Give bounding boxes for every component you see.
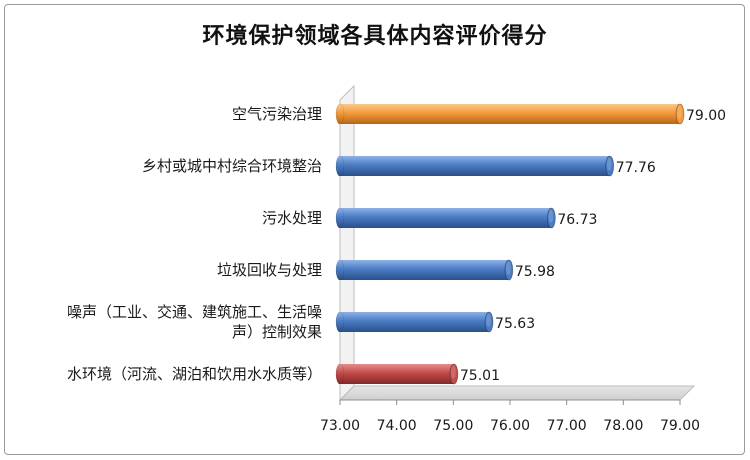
value-label: 75.63 — [495, 316, 535, 332]
category-label: 噪声（工业、交通、建筑施工、生活噪声）控制效果 — [67, 303, 322, 341]
bar — [335, 311, 494, 333]
category-label: 垃圾回收与处理 — [217, 261, 322, 279]
category-label: 污水处理 — [262, 209, 322, 227]
bar — [335, 207, 556, 229]
x-tick-label: 76.00 — [490, 418, 530, 434]
bar — [335, 363, 459, 385]
plot-left-wall — [339, 84, 355, 402]
value-label: 76.73 — [557, 212, 597, 228]
x-tick-label: 78.00 — [603, 418, 643, 434]
x-tick-label: 73.00 — [320, 418, 360, 434]
chart-title: 环境保护领域各具体内容评价得分 — [202, 23, 548, 49]
category-label: 乡村或城中村综合环境整治 — [142, 157, 322, 175]
x-tick-label: 79.00 — [660, 418, 700, 434]
category-label: 水环境（河流、湖泊和饮用水水质等） — [67, 365, 322, 383]
value-label: 79.00 — [686, 108, 726, 124]
plot-floor — [338, 385, 696, 401]
value-label: 75.98 — [515, 264, 555, 280]
x-tick-label: 77.00 — [547, 418, 587, 434]
category-label: 空气污染治理 — [232, 105, 322, 123]
bar — [335, 103, 685, 125]
bar — [335, 259, 514, 281]
x-tick-label: 74.00 — [377, 418, 417, 434]
value-label: 77.76 — [616, 160, 656, 176]
value-label: 75.01 — [460, 368, 500, 384]
x-tick-label: 75.00 — [433, 418, 473, 434]
bar — [335, 155, 615, 177]
